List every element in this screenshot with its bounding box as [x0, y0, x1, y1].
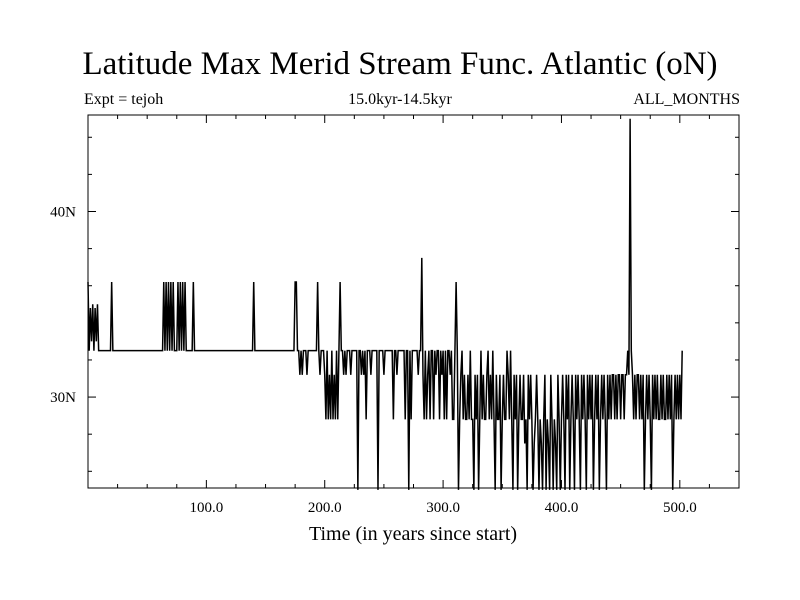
x-tick-labels: 100.0 200.0 300.0 400.0 500.0 — [189, 500, 696, 516]
months-label: ALL_MONTHS — [633, 91, 740, 108]
y-tick-label: 30N — [50, 390, 76, 406]
x-tick-label: 100.0 — [189, 500, 223, 516]
x-tick-label: 200.0 — [308, 500, 342, 516]
plot-frame — [87, 114, 740, 489]
x-tick-label: 400.0 — [545, 500, 579, 516]
experiment-label: Expt = tejoh — [84, 91, 164, 108]
x-tick-label: 500.0 — [663, 500, 697, 516]
series-line — [87, 118, 683, 490]
y-tick-label: 40N — [50, 204, 76, 220]
x-axis-label: Time (in years since start) — [309, 523, 517, 545]
y-tick-labels: 30N 40N — [50, 204, 76, 406]
x-tick-label: 300.0 — [426, 500, 460, 516]
period-label: 15.0kyr-14.5kyr — [348, 91, 452, 108]
chart-title: Latitude Max Merid Stream Func. Atlantic… — [82, 46, 718, 82]
